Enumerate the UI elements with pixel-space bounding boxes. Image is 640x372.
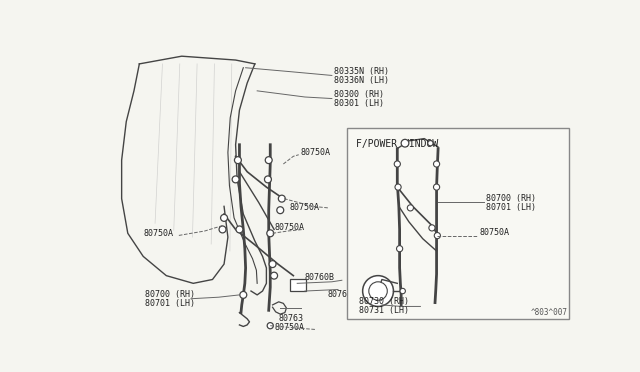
Circle shape [433,161,440,167]
Circle shape [236,226,243,233]
Circle shape [400,288,405,294]
Text: 80731 (LH): 80731 (LH) [359,306,409,315]
Circle shape [219,226,226,233]
Text: ^803^007: ^803^007 [531,308,568,317]
Bar [289,279,307,291]
Text: 80730 (RH): 80730 (RH) [359,297,409,306]
Text: 80301 (LH): 80301 (LH) [334,99,384,108]
Circle shape [401,140,409,147]
Text: 80750A: 80750A [289,203,319,212]
Circle shape [278,195,285,202]
Circle shape [267,323,273,329]
Text: 80760: 80760 [328,291,353,299]
Circle shape [397,246,403,252]
Circle shape [267,230,274,237]
Circle shape [264,176,271,183]
Circle shape [232,176,239,183]
Text: 80701 (LH): 80701 (LH) [486,203,536,212]
Circle shape [433,184,440,190]
Text: 80700 (RH): 80700 (RH) [145,291,195,299]
Text: 80750A: 80750A [274,222,304,232]
Circle shape [435,232,440,239]
Text: 80700 (RH): 80700 (RH) [486,194,536,203]
Circle shape [269,261,276,267]
Circle shape [265,157,272,164]
Text: 80336N (LH): 80336N (LH) [334,76,389,84]
Circle shape [271,272,278,279]
Circle shape [363,276,394,307]
Text: 80750A: 80750A [480,228,509,237]
Circle shape [369,282,387,300]
Text: 80701 (LH): 80701 (LH) [145,299,195,308]
Text: F/POWER WINDOW: F/POWER WINDOW [356,139,439,148]
Circle shape [234,157,241,164]
Circle shape [394,161,401,167]
Bar [348,128,569,319]
Text: 80300 (RH): 80300 (RH) [334,90,384,99]
Circle shape [395,184,401,190]
Text: 80750A: 80750A [143,229,173,238]
Circle shape [429,225,435,231]
Text: 80763: 80763 [279,314,304,323]
Circle shape [276,207,284,214]
Circle shape [428,141,433,146]
Text: 80750A: 80750A [274,324,304,333]
Circle shape [407,205,413,211]
Circle shape [240,291,247,298]
Text: 80335N (RH): 80335N (RH) [334,67,389,76]
Text: 80760B: 80760B [305,273,335,282]
Text: 80750A: 80750A [300,148,330,157]
Circle shape [221,214,227,221]
